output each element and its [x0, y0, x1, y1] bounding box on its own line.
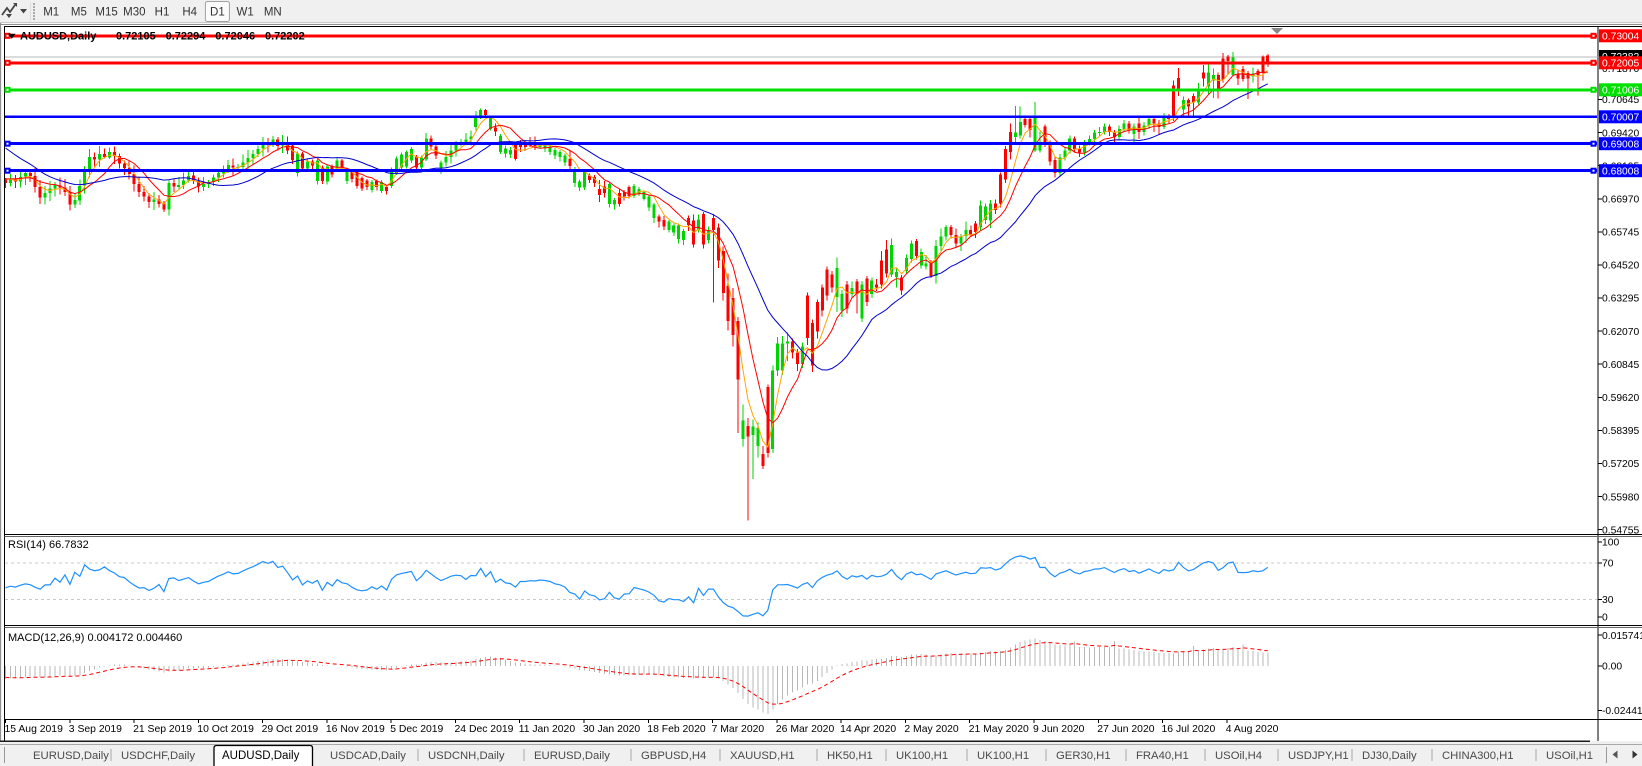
svg-text:70: 70 [1602, 559, 1614, 570]
svg-text:0.59620: 0.59620 [1602, 393, 1639, 404]
svg-text:10 Oct 2019: 10 Oct 2019 [197, 724, 254, 735]
svg-text:GER30,H1: GER30,H1 [1056, 750, 1111, 762]
svg-text:0.55980: 0.55980 [1602, 492, 1639, 503]
svg-text:H1: H1 [155, 7, 170, 19]
svg-text:0: 0 [1602, 613, 1608, 624]
svg-text:0.64520: 0.64520 [1602, 261, 1639, 272]
svg-text:0.72294: 0.72294 [166, 31, 207, 43]
svg-text:0.66970: 0.66970 [1602, 195, 1639, 206]
svg-text:USOil,H4: USOil,H4 [1215, 750, 1262, 762]
svg-text:4 Aug 2020: 4 Aug 2020 [1226, 724, 1279, 735]
svg-text:0.58395: 0.58395 [1602, 426, 1639, 437]
svg-text:16 Nov 2019: 16 Nov 2019 [326, 724, 385, 735]
svg-text:0.70007: 0.70007 [1602, 113, 1639, 124]
svg-text:0.73004: 0.73004 [1602, 32, 1639, 43]
svg-text:9 Jun 2020: 9 Jun 2020 [1033, 724, 1085, 735]
svg-text:M15: M15 [95, 7, 117, 19]
svg-text:0.72105: 0.72105 [116, 31, 156, 43]
svg-text:30: 30 [1602, 595, 1614, 606]
svg-text:XAUUSD,H1: XAUUSD,H1 [730, 750, 795, 762]
svg-text:EURUSD,Daily: EURUSD,Daily [534, 750, 610, 762]
svg-text:100: 100 [1602, 538, 1619, 549]
svg-text:3 Sep 2019: 3 Sep 2019 [69, 724, 122, 735]
svg-text:21 Sep 2019: 21 Sep 2019 [133, 724, 192, 735]
svg-text:M1: M1 [43, 7, 59, 19]
svg-text:MACD(12,26,9) 0.004172 0.00446: MACD(12,26,9) 0.004172 0.004460 [8, 632, 182, 644]
svg-text:MN: MN [264, 7, 282, 19]
svg-text:0.69420: 0.69420 [1602, 128, 1639, 139]
svg-text:24 Dec 2019: 24 Dec 2019 [455, 724, 514, 735]
svg-text:USDJPY,H1: USDJPY,H1 [1288, 750, 1349, 762]
svg-text:D1: D1 [210, 7, 225, 19]
svg-text:0.57205: 0.57205 [1602, 459, 1639, 470]
svg-text:0.71006: 0.71006 [1602, 86, 1639, 97]
svg-text:H4: H4 [182, 7, 197, 19]
svg-text:CHINA300,H1: CHINA300,H1 [1442, 750, 1514, 762]
svg-text:0.72005: 0.72005 [1602, 59, 1639, 70]
svg-text:USDCNH,Daily: USDCNH,Daily [428, 750, 505, 762]
svg-text:7 Mar 2020: 7 Mar 2020 [712, 724, 765, 735]
svg-text:0.015741: 0.015741 [1602, 631, 1642, 642]
svg-text:16 Jul 2020: 16 Jul 2020 [1162, 724, 1216, 735]
svg-text:0.54755: 0.54755 [1602, 525, 1639, 536]
svg-text:M30: M30 [123, 7, 145, 19]
svg-text:EURUSD,Daily: EURUSD,Daily [33, 750, 109, 762]
svg-text:15 Aug 2019: 15 Aug 2019 [5, 724, 64, 735]
svg-text:0.68008: 0.68008 [1602, 166, 1639, 177]
svg-text:FRA40,H1: FRA40,H1 [1136, 750, 1189, 762]
svg-text:18 Feb 2020: 18 Feb 2020 [647, 724, 706, 735]
svg-text:RSI(14) 66.7832: RSI(14) 66.7832 [8, 539, 89, 551]
svg-text:30 Jan 2020: 30 Jan 2020 [583, 724, 640, 735]
svg-text:W1: W1 [236, 7, 253, 19]
svg-text:UK100,H1: UK100,H1 [977, 750, 1029, 762]
svg-text:29 Oct 2019: 29 Oct 2019 [262, 724, 319, 735]
svg-text:-0.024412: -0.024412 [1602, 706, 1642, 717]
svg-text:21 May 2020: 21 May 2020 [969, 724, 1029, 735]
svg-text:27 Jun 2020: 27 Jun 2020 [1097, 724, 1154, 735]
svg-text:UK100,H1: UK100,H1 [896, 750, 948, 762]
svg-text:2 May 2020: 2 May 2020 [904, 724, 959, 735]
svg-text:0.00: 0.00 [1602, 662, 1622, 673]
svg-text:AUDUSD,Daily: AUDUSD,Daily [222, 750, 300, 762]
svg-text:USDCAD,Daily: USDCAD,Daily [330, 750, 406, 762]
svg-text:0.60845: 0.60845 [1602, 360, 1639, 371]
svg-text:0.70645: 0.70645 [1602, 95, 1639, 106]
svg-text:0.62070: 0.62070 [1602, 327, 1639, 338]
svg-text:HK50,H1: HK50,H1 [827, 750, 873, 762]
svg-text:DJ30,Daily: DJ30,Daily [1362, 750, 1417, 762]
svg-text:0.63295: 0.63295 [1602, 294, 1639, 305]
svg-text:GBPUSD,H4: GBPUSD,H4 [641, 750, 706, 762]
svg-text:0.72202: 0.72202 [265, 31, 305, 43]
svg-text:5 Dec 2019: 5 Dec 2019 [390, 724, 443, 735]
svg-text:AUDUSD,Daily: AUDUSD,Daily [20, 31, 97, 43]
svg-text:M5: M5 [71, 7, 87, 19]
svg-text:0.65745: 0.65745 [1602, 228, 1639, 239]
svg-text:11 Jan 2020: 11 Jan 2020 [519, 724, 576, 735]
svg-text:0.69008: 0.69008 [1602, 139, 1639, 150]
svg-text:USOil,H1: USOil,H1 [1546, 750, 1593, 762]
svg-text:26 Mar 2020: 26 Mar 2020 [776, 724, 835, 735]
svg-text:USDCHF,Daily: USDCHF,Daily [121, 750, 195, 762]
svg-text:14 Apr 2020: 14 Apr 2020 [840, 724, 896, 735]
svg-text:0.72046: 0.72046 [215, 31, 255, 43]
